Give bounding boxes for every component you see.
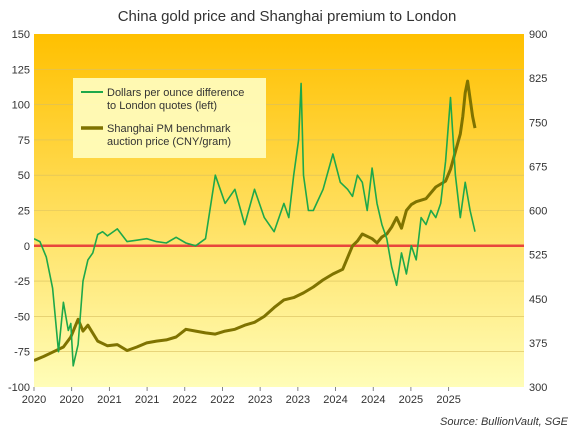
x-axis: 2020 2020 2021 2021 2022 2022 2023 2023 2024 2024… xyxy=(22,387,461,406)
source-note: Source: BullionVault, SGE xyxy=(440,416,569,428)
y-right-tick-label: 600 xyxy=(529,206,547,218)
series-premium-line xyxy=(34,82,476,367)
y-left-tick-label: 50 xyxy=(18,170,30,182)
y-left-tick-label: 25 xyxy=(18,206,30,218)
series-shanghai-price-line xyxy=(34,79,477,362)
x-tick-label: 2022 xyxy=(210,394,234,406)
y-left-tick-label: 100 xyxy=(12,100,30,112)
y-right-tick-label: 375 xyxy=(529,338,547,350)
legend-label-premium: Dollars per ounce difference to London q… xyxy=(107,87,247,112)
legend: Dollars per ounce difference to London q… xyxy=(73,78,266,158)
y-left-tick-label: 75 xyxy=(18,135,30,147)
y-left-tick-label: -50 xyxy=(14,311,30,323)
x-tick-label: 2021 xyxy=(97,394,121,406)
y-left-tick-label: -25 xyxy=(14,276,30,288)
y-left-tick-label: 125 xyxy=(12,64,30,76)
x-tick-label: 2020 xyxy=(59,394,83,406)
x-tick-label: 2024 xyxy=(361,394,385,406)
y-left-tick-label: -75 xyxy=(14,347,30,359)
y-right-tick-label: 525 xyxy=(529,250,547,262)
y-left-tick-label: 0 xyxy=(24,241,30,253)
x-tick-label: 2025 xyxy=(399,394,423,406)
y-right-tick-label: 825 xyxy=(529,73,547,85)
y-left-tick-label: -100 xyxy=(8,382,30,394)
y-right-tick-label: 450 xyxy=(529,294,547,306)
x-tick-label: 2022 xyxy=(173,394,197,406)
chart-title: China gold price and Shanghai premium to… xyxy=(118,8,457,25)
legend-label-shanghai-price: Shanghai PM benchmark auction price (CNY… xyxy=(107,123,234,148)
y-right-tick-label: 300 xyxy=(529,382,547,394)
x-tick-label: 2020 xyxy=(22,394,46,406)
y-axis-left: -100 -75 -50 -25 0 25 50 75 100 125 150 xyxy=(8,29,30,394)
y-axis-right: 300 375 450 525 600 675 750 825 900 xyxy=(529,29,547,394)
y-right-tick-label: 900 xyxy=(529,29,547,41)
x-tick-label: 2021 xyxy=(135,394,159,406)
x-tick-label: 2023 xyxy=(286,394,310,406)
x-tick-label: 2023 xyxy=(248,394,272,406)
y-left-tick-label: 150 xyxy=(12,29,30,41)
y-right-tick-label: 675 xyxy=(529,161,547,173)
legend-box xyxy=(73,78,266,158)
x-tick-label: 2024 xyxy=(323,394,347,406)
x-tick-label: 2025 xyxy=(436,394,460,406)
y-right-tick-label: 750 xyxy=(529,117,547,129)
